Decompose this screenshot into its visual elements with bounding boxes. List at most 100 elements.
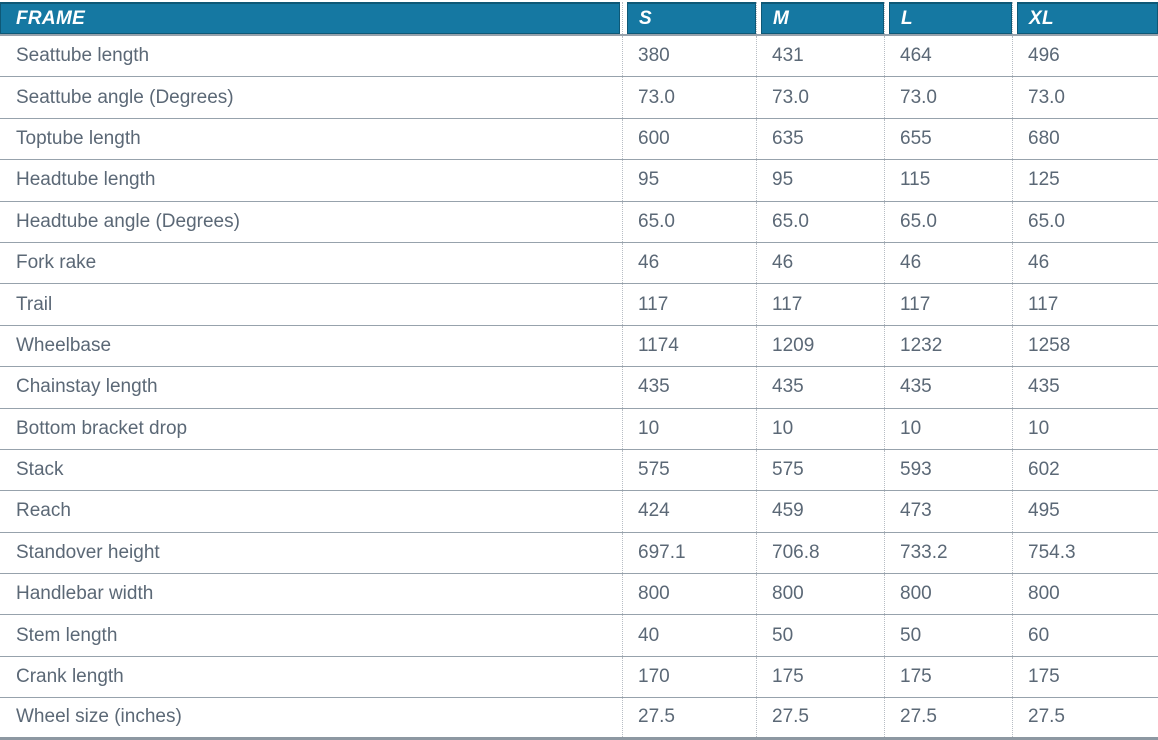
cell-value-s: 40: [622, 615, 756, 656]
cell-value-m: 27.5: [756, 698, 884, 737]
row-label: Wheelbase: [16, 334, 112, 356]
row-label: Handlebar width: [16, 583, 154, 605]
cell-value-s: 380: [622, 36, 756, 77]
cell-value-m: 706.8: [756, 532, 884, 574]
table-row: Crank length 170 175 175 175: [0, 656, 1158, 699]
cell-value-m: 117: [756, 284, 884, 325]
table-header-row: FRAME S M L XL: [0, 2, 1158, 36]
table-row: Toptube length 600 635 655 680: [0, 118, 1158, 161]
cell-value-xl: 435: [1012, 367, 1158, 408]
cell-value-s: 435: [622, 367, 756, 408]
row-label: Stem length: [16, 624, 118, 646]
table-row: Seattube length 380 431 464 496: [0, 36, 1158, 78]
cell-value-l: 115: [884, 160, 1012, 201]
cell-value-s: 46: [622, 242, 756, 284]
cell-value-l: 46: [884, 242, 1012, 284]
cell-value-s: 1174: [622, 325, 756, 367]
cell-value-l: 655: [884, 118, 1012, 160]
cell-value-s: 73.0: [622, 77, 756, 118]
row-label: Stack: [16, 459, 64, 481]
table-row: Reach 424 459 473 495: [0, 491, 1158, 533]
column-header-size-xl: XL: [1017, 2, 1158, 34]
table-row: Stem length 40 50 50 60: [0, 615, 1158, 657]
cell-value-m: 10: [756, 408, 884, 449]
row-label: Chainstay length: [16, 376, 158, 398]
cell-value-l: 10: [884, 408, 1012, 449]
column-header-size-s: S: [627, 2, 756, 34]
table-row: Handlebar width 800 800 800 800: [0, 574, 1158, 616]
column-header-size-xl-cell: XL: [1012, 2, 1158, 34]
cell-value-l: 733.2: [884, 532, 1012, 574]
row-label: Trail: [16, 293, 53, 315]
table-row: Trail 117 117 117 117: [0, 284, 1158, 326]
cell-value-xl: 1258: [1012, 325, 1158, 367]
cell-value-m: 431: [756, 36, 884, 77]
cell-value-l: 435: [884, 367, 1012, 408]
cell-value-xl: 175: [1012, 656, 1158, 698]
cell-value-m: 575: [756, 449, 884, 491]
cell-value-s: 117: [622, 284, 756, 325]
cell-value-l: 473: [884, 491, 1012, 532]
cell-value-l: 73.0: [884, 77, 1012, 118]
cell-value-l: 464: [884, 36, 1012, 77]
cell-value-m: 95: [756, 160, 884, 201]
cell-value-l: 800: [884, 574, 1012, 615]
cell-value-l: 50: [884, 615, 1012, 656]
table-row: Standover height 697.1 706.8 733.2 754.3: [0, 532, 1158, 575]
table-row: Headtube length 95 95 115 125: [0, 160, 1158, 202]
table-row: Wheel size (inches) 27.5 27.5 27.5 27.5: [0, 698, 1158, 740]
cell-value-xl: 495: [1012, 491, 1158, 532]
cell-value-s: 600: [622, 118, 756, 160]
cell-value-m: 46: [756, 242, 884, 284]
cell-value-xl: 27.5: [1012, 698, 1158, 737]
column-header-frame: FRAME: [0, 2, 620, 34]
cell-value-xl: 496: [1012, 36, 1158, 77]
row-label: Bottom bracket drop: [16, 417, 188, 439]
table-row: Chainstay length 435 435 435 435: [0, 367, 1158, 409]
row-label: Fork rake: [16, 252, 97, 274]
table-body: Seattube length 380 431 464 496 Seattube…: [0, 36, 1158, 740]
cell-value-m: 65.0: [756, 201, 884, 242]
cell-value-xl: 602: [1012, 449, 1158, 491]
cell-value-xl: 60: [1012, 615, 1158, 656]
cell-value-m: 435: [756, 367, 884, 408]
row-label: Headtube angle (Degrees): [16, 210, 240, 232]
cell-value-l: 27.5: [884, 698, 1012, 737]
cell-value-xl: 125: [1012, 160, 1158, 201]
row-label: Headtube length: [16, 169, 156, 191]
cell-value-m: 73.0: [756, 77, 884, 118]
cell-value-s: 10: [622, 408, 756, 449]
row-label: Seattube length: [16, 45, 150, 67]
cell-value-l: 117: [884, 284, 1012, 325]
table-row: Seattube angle (Degrees) 73.0 73.0 73.0 …: [0, 77, 1158, 119]
cell-value-xl: 117: [1012, 284, 1158, 325]
cell-value-s: 575: [622, 449, 756, 491]
cell-value-xl: 10: [1012, 408, 1158, 449]
row-label: Reach: [16, 500, 71, 522]
cell-value-m: 459: [756, 491, 884, 532]
table-row: Stack 575 575 593 602: [0, 449, 1158, 492]
cell-value-s: 65.0: [622, 201, 756, 242]
cell-value-m: 1209: [756, 325, 884, 367]
cell-value-s: 95: [622, 160, 756, 201]
cell-value-xl: 46: [1012, 242, 1158, 284]
cell-value-m: 635: [756, 118, 884, 160]
cell-value-l: 1232: [884, 325, 1012, 367]
table-row: Fork rake 46 46 46 46: [0, 242, 1158, 285]
cell-value-xl: 800: [1012, 574, 1158, 615]
column-header-size-l-cell: L: [884, 2, 1012, 34]
cell-value-s: 697.1: [622, 532, 756, 574]
table-row: Wheelbase 1174 1209 1232 1258: [0, 325, 1158, 368]
cell-value-xl: 680: [1012, 118, 1158, 160]
cell-value-s: 800: [622, 574, 756, 615]
cell-value-s: 27.5: [622, 698, 756, 737]
cell-value-l: 593: [884, 449, 1012, 491]
cell-value-xl: 73.0: [1012, 77, 1158, 118]
table-row: Headtube angle (Degrees) 65.0 65.0 65.0 …: [0, 201, 1158, 243]
row-label: Crank length: [16, 666, 124, 688]
column-header-size-l: L: [889, 2, 1012, 34]
cell-value-m: 175: [756, 656, 884, 698]
cell-value-s: 424: [622, 491, 756, 532]
row-label: Standover height: [16, 541, 160, 563]
